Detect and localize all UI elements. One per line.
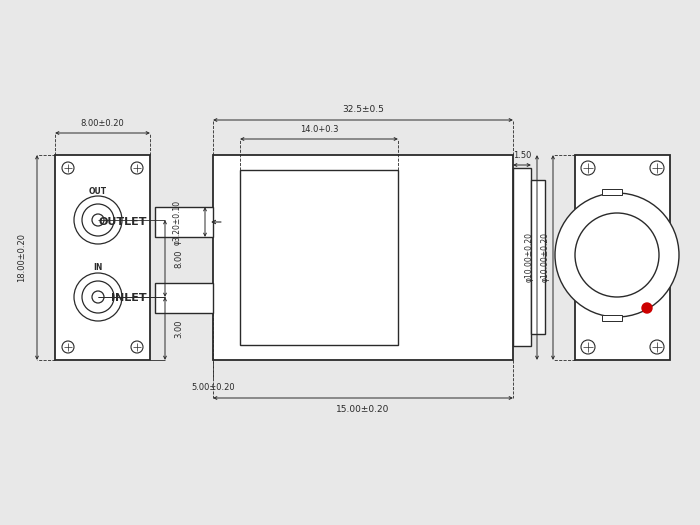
Text: OUT: OUT (89, 186, 107, 195)
Text: 1.50: 1.50 (513, 152, 531, 161)
Circle shape (62, 162, 74, 174)
Circle shape (74, 196, 122, 244)
Text: IN: IN (93, 264, 103, 272)
Circle shape (82, 204, 114, 236)
Circle shape (650, 161, 664, 175)
Text: INLET: INLET (111, 293, 147, 303)
Bar (213, 155, 513, 360)
Text: φ10.00±0.20: φ10.00±0.20 (524, 233, 533, 282)
Bar (513, 168, 531, 346)
Text: 3.00: 3.00 (174, 319, 183, 338)
Text: 5.00±0.20: 5.00±0.20 (191, 383, 235, 393)
Bar (602, 315, 622, 321)
Circle shape (650, 340, 664, 354)
Text: 32.5±0.5: 32.5±0.5 (342, 106, 384, 114)
Circle shape (74, 273, 122, 321)
Circle shape (581, 161, 595, 175)
Circle shape (581, 340, 595, 354)
Bar (55, 155, 150, 360)
Circle shape (555, 193, 679, 317)
Circle shape (92, 214, 104, 226)
Bar (531, 180, 545, 334)
Circle shape (131, 162, 143, 174)
Circle shape (575, 213, 659, 297)
Text: OUTLET: OUTLET (99, 217, 147, 227)
Bar (155, 283, 213, 313)
Text: 8.00: 8.00 (174, 249, 183, 268)
Bar (155, 207, 213, 237)
Bar (602, 189, 622, 195)
Text: 14.0+0.3: 14.0+0.3 (300, 125, 338, 134)
Text: 18.00±0.20: 18.00±0.20 (18, 233, 27, 282)
Bar (575, 155, 670, 360)
Bar (240, 170, 398, 345)
Circle shape (642, 303, 652, 313)
Text: φ10.00±0.20: φ10.00±0.20 (540, 233, 550, 282)
Text: 15.00±0.20: 15.00±0.20 (336, 404, 390, 414)
Text: 8.00±0.20: 8.00±0.20 (80, 119, 125, 128)
Circle shape (131, 341, 143, 353)
Circle shape (82, 281, 114, 313)
Text: φ3.20±0.10: φ3.20±0.10 (172, 200, 181, 245)
Circle shape (92, 291, 104, 303)
Circle shape (62, 341, 74, 353)
